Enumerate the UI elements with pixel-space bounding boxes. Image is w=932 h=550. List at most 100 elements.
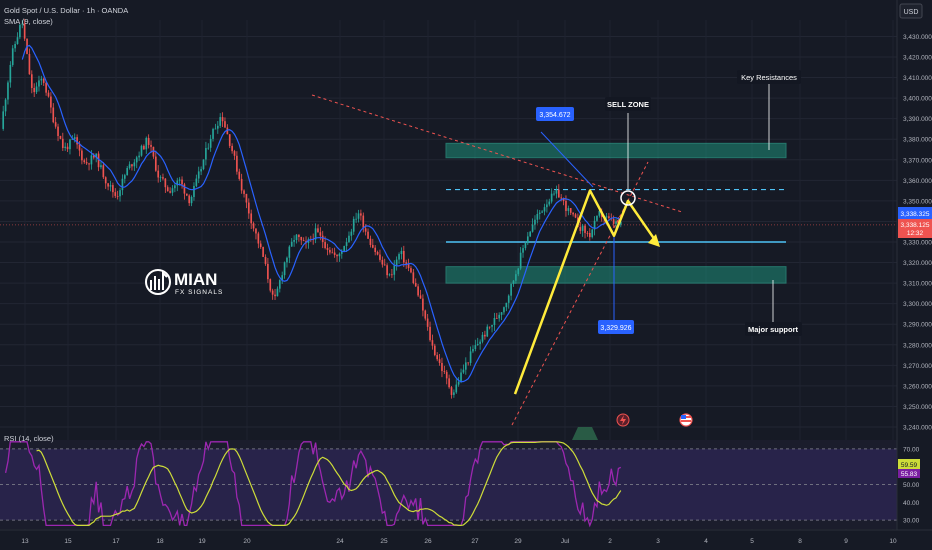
candle-body bbox=[107, 183, 109, 187]
candle-body bbox=[188, 195, 191, 204]
candle-body bbox=[174, 185, 176, 189]
candle-body bbox=[21, 23, 24, 25]
price-tick-label: 3,400.000 bbox=[903, 96, 932, 103]
candle-body bbox=[54, 122, 57, 127]
candle-body bbox=[407, 263, 410, 269]
candle-body bbox=[35, 86, 38, 93]
candle-body bbox=[512, 280, 515, 284]
candle-body bbox=[114, 192, 117, 196]
candle-body bbox=[557, 189, 560, 198]
sell-zone-label[interactable]: SELL ZONE bbox=[605, 97, 651, 111]
candle-body bbox=[185, 193, 188, 196]
candle-body bbox=[7, 82, 9, 100]
price-tick-labels: 3,430.000 3,420.000 3,410.000 3,400.000 3,39… bbox=[903, 34, 932, 432]
major-support-label[interactable]: Major support bbox=[745, 322, 802, 336]
candle-body bbox=[83, 160, 86, 163]
candle-body bbox=[30, 74, 33, 88]
descending-trendline[interactable] bbox=[311, 94, 683, 213]
resistance-zone[interactable] bbox=[445, 142, 787, 159]
support-zone[interactable] bbox=[445, 266, 787, 284]
candle-body bbox=[529, 231, 532, 237]
candle-body bbox=[605, 216, 608, 218]
candle-body bbox=[219, 117, 222, 126]
low-price-text: 3,329.926 bbox=[600, 325, 631, 332]
sell-zone-text: SELL ZONE bbox=[607, 100, 649, 109]
candle-body bbox=[302, 240, 305, 242]
price-tick-label: 3,410.000 bbox=[903, 75, 932, 82]
projection-path[interactable] bbox=[513, 189, 657, 395]
time-tick-label: 15 bbox=[64, 538, 72, 545]
candle-body bbox=[422, 298, 424, 311]
candle-body bbox=[181, 179, 183, 185]
sell-zone-circle[interactable] bbox=[620, 190, 636, 206]
candle-body bbox=[515, 274, 517, 281]
candle-body bbox=[23, 23, 26, 39]
time-axis[interactable] bbox=[0, 529, 932, 550]
currency-button[interactable]: USD bbox=[899, 3, 923, 19]
candle-body bbox=[488, 326, 491, 328]
candle-body bbox=[233, 151, 236, 156]
price-tick-label: 3,430.000 bbox=[903, 34, 932, 41]
projection-arrow-head bbox=[648, 234, 660, 248]
rsi-tick-label: 70.00 bbox=[903, 446, 920, 453]
candle-body bbox=[109, 185, 112, 187]
candle-body bbox=[11, 48, 14, 65]
time-tick-label: 9 bbox=[844, 538, 848, 545]
candle-body bbox=[33, 87, 36, 93]
time-tick-label: 24 bbox=[336, 538, 344, 545]
event-icon-us-flag[interactable] bbox=[679, 413, 693, 427]
candle-body bbox=[596, 215, 598, 221]
candle-body bbox=[293, 240, 295, 242]
candle-body bbox=[572, 212, 574, 215]
low-price-label[interactable]: 3,329.926 bbox=[598, 320, 634, 334]
candle-body bbox=[429, 326, 431, 341]
sma-indicator-label[interactable]: SMA (9, close) bbox=[4, 17, 53, 26]
candle-body bbox=[76, 137, 78, 145]
candle-body bbox=[581, 225, 584, 231]
candle-body bbox=[608, 216, 610, 219]
candle-body bbox=[126, 168, 129, 176]
candle-body bbox=[131, 164, 133, 167]
candle-body bbox=[4, 99, 7, 112]
price-tick-label: 3,240.000 bbox=[903, 425, 932, 432]
candle-body bbox=[379, 254, 381, 260]
candle-body bbox=[85, 162, 88, 164]
candle-body bbox=[73, 137, 76, 139]
price-tick-label: 3,370.000 bbox=[903, 157, 932, 164]
high-price-label[interactable]: 3,354.672 bbox=[536, 107, 574, 121]
candle-body bbox=[133, 162, 136, 167]
candle-body bbox=[283, 262, 286, 276]
event-icon-lightning[interactable] bbox=[616, 413, 630, 427]
candle-body bbox=[329, 249, 331, 253]
candle-body bbox=[69, 139, 71, 150]
sma-line bbox=[21, 44, 622, 383]
close-price-badge: 3,338.125 12:32 bbox=[898, 219, 932, 238]
candle-body bbox=[560, 197, 563, 199]
candle-body bbox=[588, 233, 591, 238]
candle-body bbox=[116, 195, 119, 197]
candle-body bbox=[479, 341, 481, 344]
candle-body bbox=[212, 128, 214, 139]
candle-body bbox=[269, 279, 272, 291]
candle-body bbox=[426, 318, 429, 327]
candle-body bbox=[510, 283, 512, 296]
price-axis[interactable] bbox=[896, 0, 932, 550]
high-annotation-line bbox=[540, 131, 594, 188]
candle-body bbox=[367, 231, 369, 239]
symbol-title[interactable]: Gold Spot / U.S. Dollar · 1h · OANDA bbox=[4, 6, 128, 15]
candle-body bbox=[195, 178, 198, 186]
candle-body bbox=[143, 145, 145, 150]
candle-body bbox=[500, 312, 503, 315]
candle-body bbox=[264, 256, 267, 264]
key-resistance-label[interactable]: Key Resistances bbox=[737, 70, 801, 84]
candle-body bbox=[495, 317, 498, 319]
candle-body bbox=[262, 247, 264, 257]
candle-body bbox=[522, 248, 524, 253]
major-support-text: Major support bbox=[748, 325, 799, 334]
candle-body bbox=[462, 369, 465, 373]
candle-body bbox=[238, 171, 241, 179]
candle-body bbox=[350, 231, 353, 236]
candle-body bbox=[333, 252, 336, 255]
candle-body bbox=[209, 138, 212, 148]
